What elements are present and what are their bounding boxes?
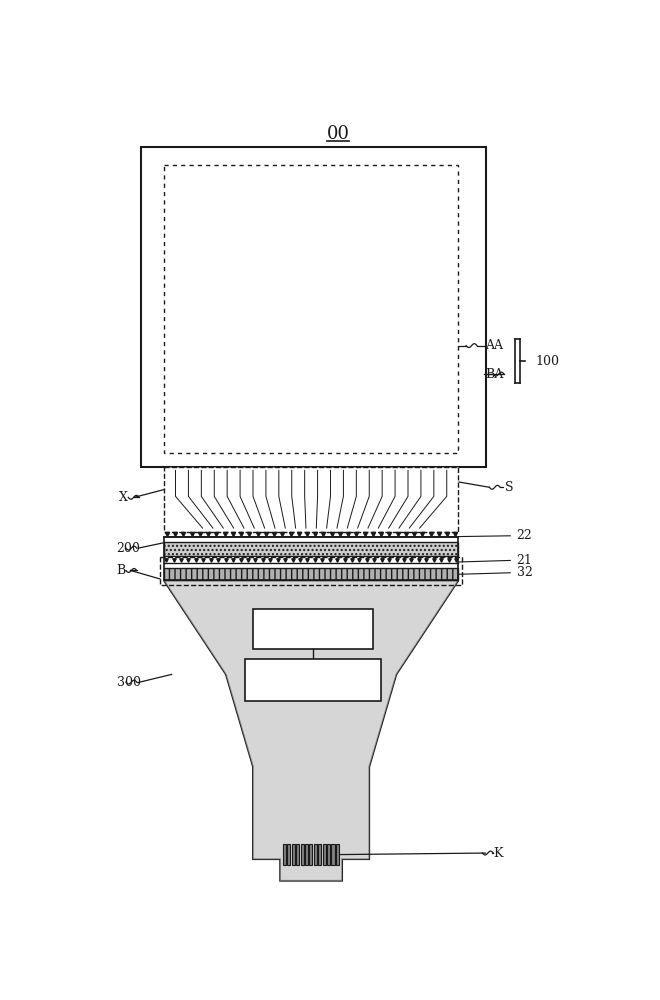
Text: 21: 21 (517, 554, 533, 567)
Bar (283, 844, 286, 865)
Text: 32: 32 (517, 566, 533, 579)
Text: 320: 320 (298, 622, 327, 636)
Bar (141, 147, 486, 466)
Text: 00: 00 (327, 125, 350, 143)
Text: B: B (117, 564, 126, 577)
Bar (164, 542, 459, 556)
Bar (310, 844, 312, 865)
Bar (296, 844, 299, 865)
Bar (164, 537, 459, 580)
Text: X: X (119, 491, 128, 504)
Text: 200: 200 (117, 542, 141, 555)
Text: 22: 22 (517, 529, 532, 542)
Bar (292, 844, 295, 865)
Bar (160, 557, 462, 585)
Bar (323, 844, 325, 865)
Bar (253, 609, 373, 649)
Bar (336, 844, 339, 865)
Bar (314, 844, 317, 865)
Text: 310: 310 (298, 673, 327, 687)
Bar (318, 844, 321, 865)
Bar (164, 466, 459, 532)
Bar (164, 165, 459, 453)
Polygon shape (164, 580, 459, 881)
Text: 100: 100 (536, 355, 560, 368)
Bar (164, 568, 459, 580)
Bar (300, 844, 304, 865)
Text: 300: 300 (117, 676, 141, 689)
Text: BA: BA (486, 368, 504, 381)
Text: AA: AA (486, 339, 504, 352)
Polygon shape (164, 580, 459, 881)
Bar (331, 844, 335, 865)
Text: S: S (505, 481, 513, 494)
Bar (327, 844, 330, 865)
Bar (287, 844, 290, 865)
Bar (305, 844, 308, 865)
Bar (246, 659, 381, 701)
Text: K: K (493, 847, 503, 860)
